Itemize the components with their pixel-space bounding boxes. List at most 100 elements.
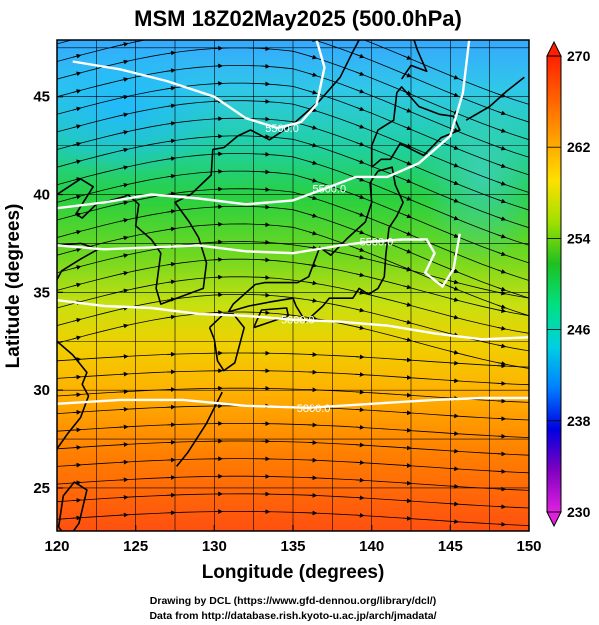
wind-arrow xyxy=(167,156,176,162)
wind-arrow xyxy=(167,121,176,126)
wind-arrow xyxy=(119,59,129,65)
wind-arrow xyxy=(167,209,176,214)
wind-arrow xyxy=(355,106,365,112)
wind-arrow xyxy=(167,35,175,36)
wind-arrow xyxy=(308,213,318,218)
wind-arrow xyxy=(355,247,365,252)
y-tick-label: 30 xyxy=(33,382,50,399)
wind-arrow xyxy=(497,110,507,116)
colorbar: 230 238 246 254 262 270 xyxy=(546,40,591,528)
wind-arrow xyxy=(167,173,176,179)
wind-arrow xyxy=(355,272,365,278)
wind-arrow xyxy=(167,103,176,109)
wind-arrow xyxy=(167,50,176,56)
wind-arrow xyxy=(450,431,459,436)
height-contours: 5500.0 5500.0 5500.0 5800.0 5800.0 xyxy=(57,40,529,415)
wind-arrow xyxy=(119,77,129,82)
wind-arrow xyxy=(119,112,129,118)
wind-arrow xyxy=(355,254,365,260)
wind-arrow xyxy=(403,410,412,416)
wind-arrow xyxy=(402,196,412,201)
wind-arrow xyxy=(72,462,82,468)
wind-arrow xyxy=(403,319,412,325)
x-tick-label: 150 xyxy=(516,538,541,555)
wind-arrow xyxy=(355,71,365,76)
wind-arrow xyxy=(402,248,412,254)
coastline xyxy=(57,242,99,282)
wind-arrow xyxy=(497,251,507,257)
wind-arrow xyxy=(497,308,507,313)
wind-arrow xyxy=(72,282,82,288)
wind-arrow xyxy=(403,480,412,486)
x-tick-label: 135 xyxy=(280,538,305,555)
wind-arrow xyxy=(450,350,459,355)
wind-arrow xyxy=(119,147,129,153)
wind-arrow xyxy=(450,215,459,221)
contour-label: 5500.0 xyxy=(265,123,299,135)
wind-arrow xyxy=(402,55,412,60)
wind-arrow xyxy=(402,231,412,236)
coastline xyxy=(227,166,404,323)
colorbar-max-arrow xyxy=(546,40,562,57)
wind-arrow xyxy=(72,515,82,521)
wind-arrow xyxy=(355,88,365,94)
wind-arrow xyxy=(72,409,82,415)
wind-arrow xyxy=(308,160,318,165)
wind-arrow xyxy=(497,304,507,309)
wind-arrow xyxy=(450,286,459,291)
wind-arrow xyxy=(119,200,129,206)
wind-arrow xyxy=(120,26,128,28)
wind-arrow xyxy=(355,141,365,147)
wind-arrow xyxy=(403,392,412,398)
y-tick-label: 45 xyxy=(33,89,50,106)
wind-arrow xyxy=(119,165,129,170)
wind-arrow xyxy=(403,515,412,521)
colorbar-tick-label: 262 xyxy=(567,139,591,155)
wind-arrow xyxy=(308,89,318,95)
wind-arrow xyxy=(450,233,459,238)
colorbar-tick-label: 246 xyxy=(567,322,591,338)
y-tick-label: 40 xyxy=(33,187,50,204)
wind-arrow xyxy=(308,245,318,251)
wind-arrow xyxy=(402,108,412,113)
x-axis-label: Longitude (degrees) xyxy=(202,562,385,583)
x-tick-label: 125 xyxy=(123,538,148,555)
wind-arrow xyxy=(119,182,129,188)
wind-arrow xyxy=(403,445,412,451)
wind-arrow xyxy=(450,279,459,285)
wind-arrow xyxy=(119,323,129,329)
coastline xyxy=(57,340,90,450)
wind-arrow xyxy=(72,265,82,270)
wind-arrow xyxy=(119,270,129,276)
wind-arrow xyxy=(119,253,129,259)
wind-arrow xyxy=(308,230,318,236)
wind-arrow xyxy=(402,178,412,183)
wind-arrow xyxy=(450,466,459,472)
wind-arrow xyxy=(72,247,82,253)
wind-arrow xyxy=(450,74,459,80)
wind-arrow xyxy=(355,307,365,313)
wind-arrow xyxy=(72,392,82,398)
wind-arrow xyxy=(403,337,412,343)
wind-arrow xyxy=(403,375,412,380)
wind-arrow xyxy=(450,413,459,419)
wind-arrow xyxy=(450,180,459,186)
wind-arrow xyxy=(497,269,507,274)
contour-label: 5800.0 xyxy=(281,315,315,327)
colorbar-tick-label: 270 xyxy=(567,48,591,64)
wind-arrow xyxy=(167,138,176,144)
wind-arrow xyxy=(450,297,459,302)
wind-arrow xyxy=(450,519,459,524)
credit-line-2: Data from http://database.rish.kyoto-u.a… xyxy=(149,610,436,622)
colorbar-min-arrow xyxy=(546,511,562,528)
contour-label: 5500.0 xyxy=(360,236,394,248)
wind-arrow xyxy=(72,427,82,433)
wind-arrow xyxy=(450,360,459,366)
wind-arrow xyxy=(72,177,82,182)
wind-arrow xyxy=(450,92,459,98)
wind-arrow xyxy=(497,128,507,133)
wind-arrow xyxy=(355,325,365,330)
wind-arrow xyxy=(167,226,176,232)
wind-arrow xyxy=(72,89,82,94)
wind-arrow xyxy=(355,212,365,217)
